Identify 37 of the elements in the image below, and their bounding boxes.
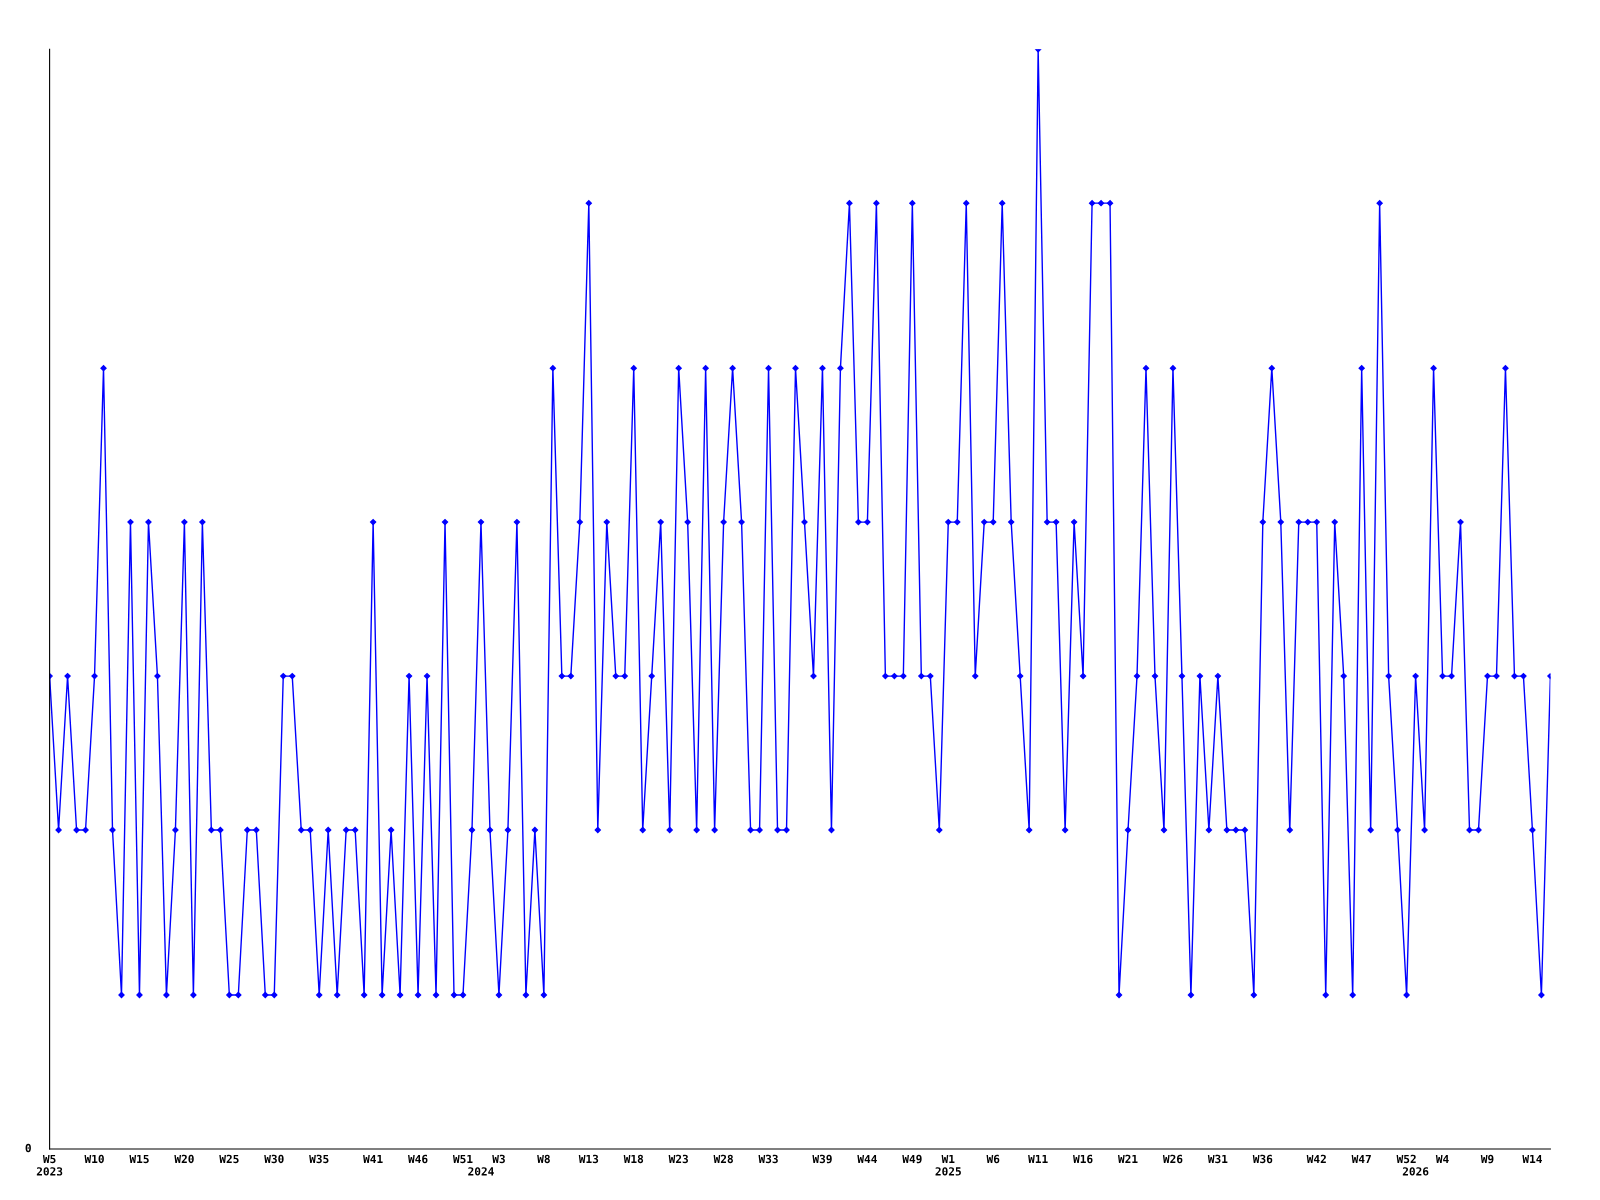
x-tick-label: W11: [1028, 1154, 1048, 1163]
x-tick-label: W8: [537, 1154, 550, 1164]
x-tick-label: W41: [363, 1154, 383, 1163]
x-tick-label: W52: [1396, 1154, 1416, 1164]
x-tick-label: W51: [452, 1154, 473, 1164]
x-tick-label: W9: [1480, 1154, 1494, 1164]
x-tick-label: W1 2025: [935, 1154, 961, 1176]
x-tick-label: W33: [758, 1154, 778, 1164]
x-tick-label: W26: [1162, 1154, 1183, 1164]
x-tick-label: W16: [1073, 1154, 1093, 1164]
x-tick-label: W4: [1435, 1154, 1449, 1163]
x-tick-label: W31: [1207, 1154, 1228, 1164]
x-tick-label: W20: [174, 1154, 194, 1164]
x-tick-label: W35: [309, 1154, 329, 1164]
x-tick-label: W28: [713, 1154, 733, 1164]
x-tick-label: W39: [812, 1154, 832, 1164]
x-tick-label: W13: [578, 1154, 599, 1164]
x-tick-label: W46: [408, 1154, 428, 1164]
x-tick-label: W3: [492, 1154, 505, 1164]
text: 0: [25, 1143, 31, 1153]
x-tick-label: W25: [219, 1154, 239, 1164]
x-tick-label: W23: [668, 1154, 688, 1164]
x-tick-label: W49: [902, 1154, 922, 1164]
x-tick-label: 2026: [1402, 1167, 1429, 1176]
x-tick-label: W14: [1522, 1154, 1542, 1163]
x-tick-label: W42: [1306, 1154, 1326, 1163]
x-tick-label: W21: [1117, 1154, 1138, 1163]
x-tick-label: W44: [857, 1154, 877, 1163]
x-tick-label: W10: [84, 1154, 104, 1164]
x-tick-label: W30: [264, 1154, 284, 1164]
x-tick-label: W36: [1252, 1154, 1273, 1164]
x-tick-label: W18: [623, 1154, 644, 1164]
x-tick-label: W15: [129, 1154, 149, 1164]
x-tick-label: W47: [1351, 1154, 1371, 1163]
x-tick-label: 2024: [468, 1167, 494, 1176]
x-tick-label: W5 2023: [36, 1154, 63, 1176]
x-tick-label: W6: [986, 1154, 1000, 1164]
